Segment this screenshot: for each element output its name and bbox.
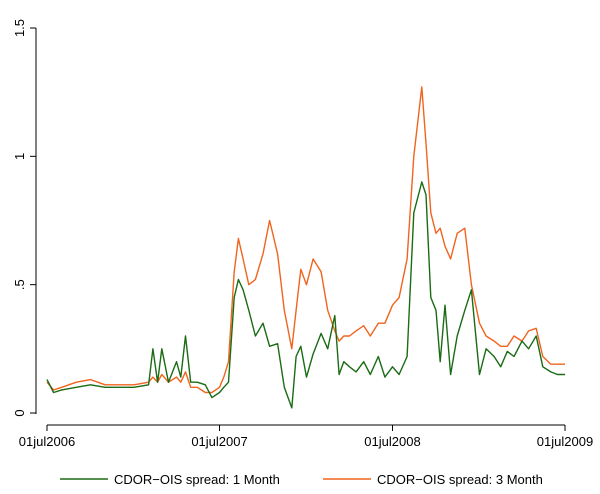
series-line-3-month <box>46 86 565 394</box>
legend-label: CDOR−OIS spread: 3 Month <box>377 472 543 487</box>
x-ticks: 01jul2006 01jul2007 01jul2008 01jul2009 <box>19 425 593 449</box>
y-tick-label: 1 <box>12 153 27 160</box>
x-tick-label: 01jul2007 <box>191 434 247 449</box>
series-line-1-month <box>46 181 565 409</box>
y-tick-label: 1.5 <box>12 19 27 37</box>
x-tick-label: 01jul2006 <box>19 434 75 449</box>
y-ticks: 0 .5 1 1.5 <box>12 19 36 417</box>
legend: CDOR−OIS spread: 1 Month CDOR−OIS spread:… <box>60 472 543 487</box>
plot-lines <box>46 86 565 409</box>
y-tick-label: .5 <box>12 279 27 290</box>
legend-label: CDOR−OIS spread: 1 Month <box>114 472 280 487</box>
x-tick-label: 01jul2008 <box>364 434 420 449</box>
axes: 0.511.5 01jul2006 01jul2007 01jul2008 01jul… <box>12 19 593 449</box>
y-tick-label: 0 <box>12 409 27 416</box>
x-tick-label: 01jul2009 <box>537 434 593 449</box>
